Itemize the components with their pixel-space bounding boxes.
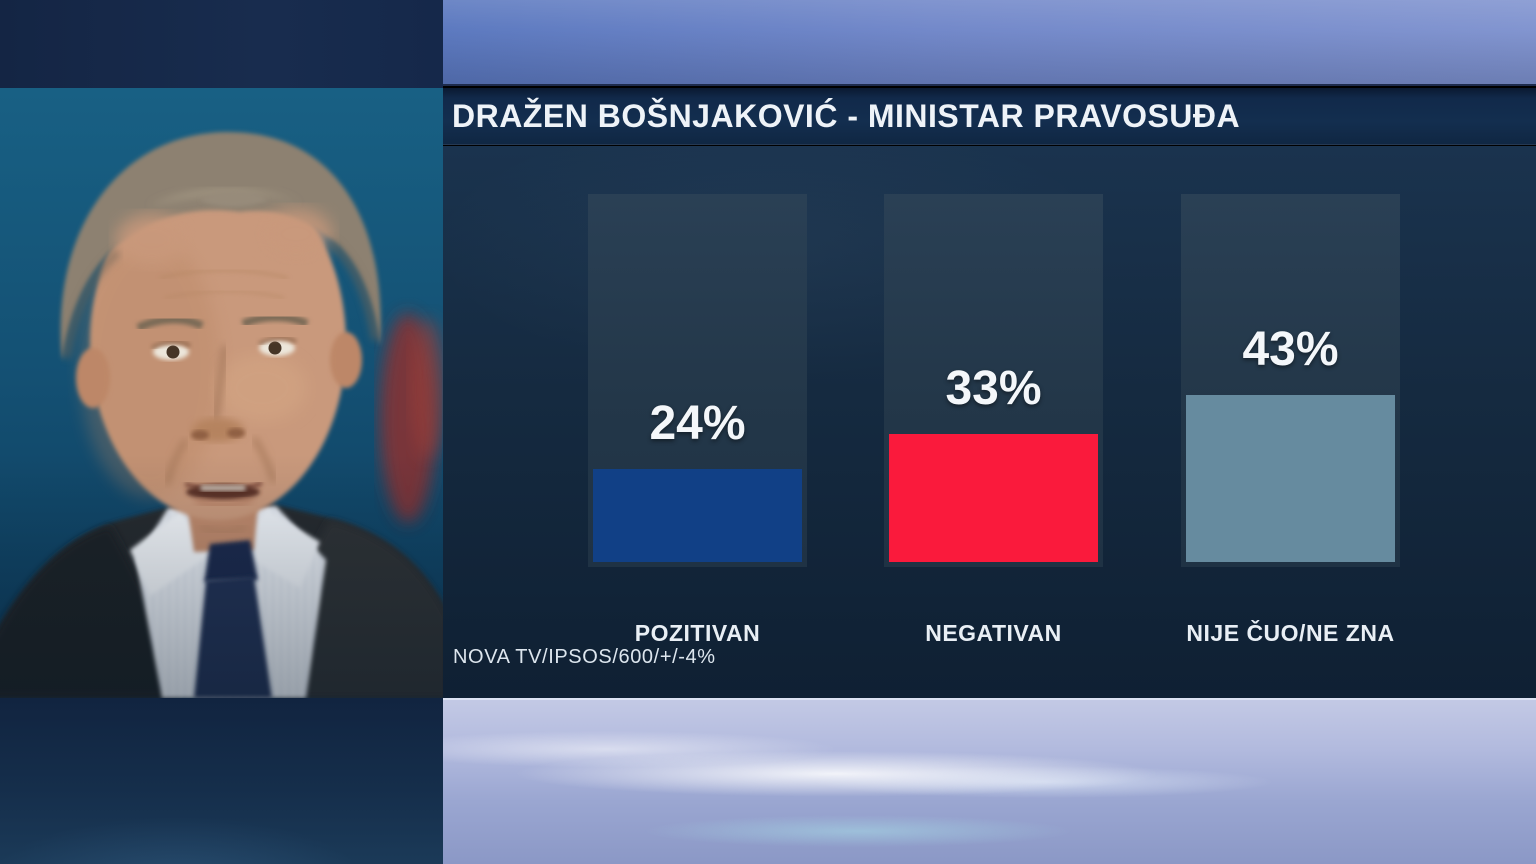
bar-column-negativan: 33% NEGATIVAN bbox=[884, 194, 1103, 646]
bar-fill-negativan bbox=[889, 434, 1098, 562]
bar-value-label: 43% bbox=[1242, 323, 1339, 376]
portrait-illustration bbox=[0, 88, 443, 698]
bar-category-label: NEGATIVAN bbox=[925, 620, 1062, 646]
left-bottom-strip bbox=[0, 698, 443, 864]
top-blue-strip bbox=[443, 0, 1536, 86]
bar-value-label: 33% bbox=[945, 362, 1042, 415]
bar-column-pozitivan: 24% POZITIVAN bbox=[588, 194, 807, 646]
title-bar: DRAŽEN BOŠNJAKOVIĆ - MINISTAR PRAVOSUĐA bbox=[443, 88, 1536, 145]
bar-fill-nije-cuo-ne-zna bbox=[1186, 395, 1395, 562]
bar-category-label: POZITIVAN bbox=[634, 620, 761, 646]
chart-panel: DRAŽEN BOŠNJAKOVIĆ - MINISTAR PRAVOSUĐA … bbox=[443, 0, 1536, 864]
left-top-strip bbox=[0, 0, 443, 88]
photo-panel bbox=[0, 0, 443, 864]
bar-category-label: NIJE ČUO/NE ZNA bbox=[1186, 620, 1395, 646]
bar-value-label: 24% bbox=[649, 397, 746, 450]
studio-backdrop-image bbox=[443, 698, 1536, 864]
bar-fill-pozitivan bbox=[593, 469, 802, 562]
source-note: NOVA TV/IPSOS/600/+/-4% bbox=[453, 646, 716, 668]
bar-track: 43% bbox=[1181, 194, 1400, 567]
page-title: DRAŽEN BOŠNJAKOVIĆ - MINISTAR PRAVOSUĐA bbox=[452, 97, 1241, 134]
bar-track: 33% bbox=[884, 194, 1103, 567]
bar-chart: 24% POZITIVAN 33% NEGATIVAN 43% NIJE ČUO… bbox=[443, 146, 1536, 698]
bar-column-nije-cuo-ne-zna: 43% NIJE ČUO/NE ZNA bbox=[1181, 194, 1400, 646]
minister-photo bbox=[0, 88, 443, 698]
bar-track: 24% bbox=[588, 194, 807, 567]
